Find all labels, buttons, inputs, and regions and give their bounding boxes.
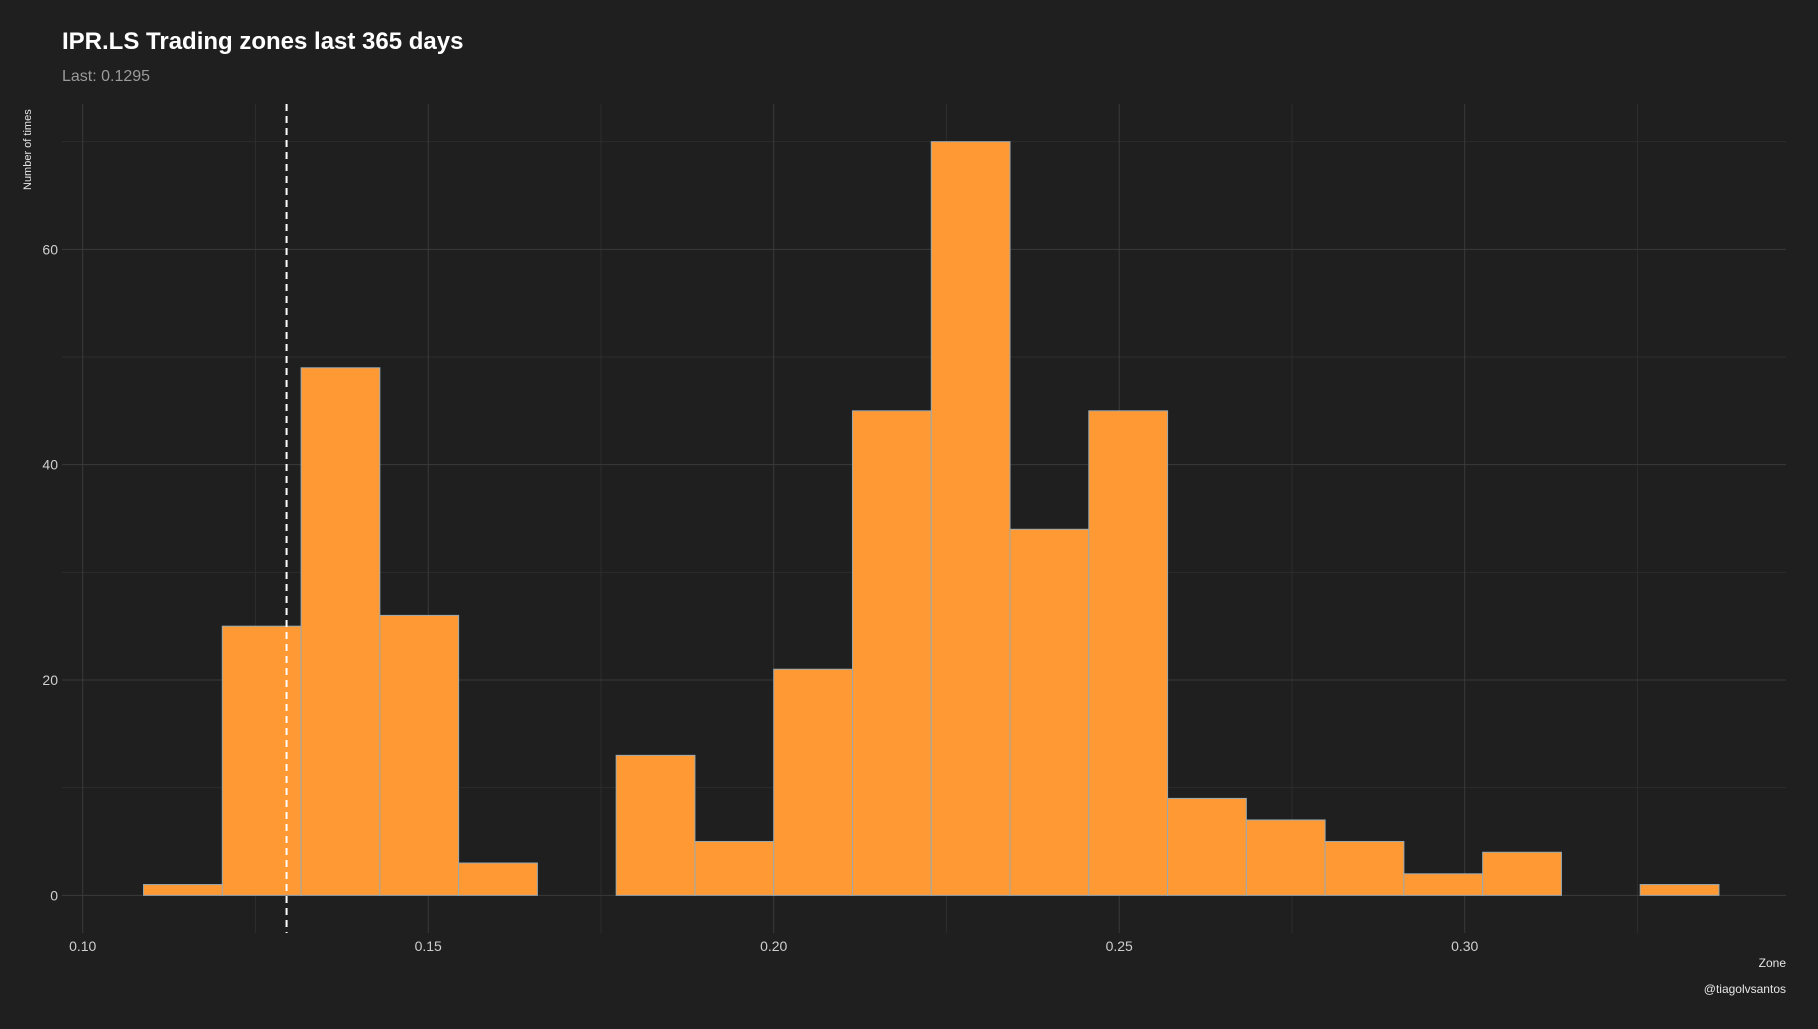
histogram-bar [1482,851,1562,896]
x-tick-label: 0.15 [415,938,442,954]
histogram-bar [1324,840,1405,896]
histogram-bar [1403,873,1484,896]
y-tick-labels: 0 20 40 60 [42,241,58,903]
histogram-bar [1245,819,1326,896]
chart-title: IPR.LS Trading zones last 365 days [62,28,464,55]
x-tick-labels: 0.10 0.15 0.20 0.25 0.30 [69,938,1478,954]
chart-caption: @tiagolvsantos [1703,982,1786,996]
x-tick-label: 0.25 [1106,938,1133,954]
histogram-bar [379,614,460,896]
histogram-bar [1167,797,1247,896]
histogram-bar [458,862,538,896]
chart-subtitle: Last: 0.1295 [62,68,151,85]
histogram-bar [1009,528,1090,896]
y-tick-label: 60 [42,241,58,257]
histogram-bar [773,668,853,896]
y-tick-label: 20 [42,672,58,688]
histogram-bar [930,141,1011,896]
x-axis-label: Zone [1758,956,1786,970]
histogram-bar [143,884,223,896]
histogram-bar [221,625,302,896]
x-tick-label: 0.20 [760,938,787,954]
y-tick-label: 40 [42,457,58,473]
histogram-bar [694,840,775,896]
histogram-bar [851,410,932,896]
histogram-bar [615,754,696,896]
x-tick-label: 0.10 [69,938,96,954]
histogram-bar [300,367,381,896]
y-tick-label: 0 [50,887,58,903]
x-tick-label: 0.30 [1451,938,1478,954]
histogram-bars [143,141,1720,896]
histogram-bar [1088,410,1169,896]
histogram-bar [1639,884,1720,896]
